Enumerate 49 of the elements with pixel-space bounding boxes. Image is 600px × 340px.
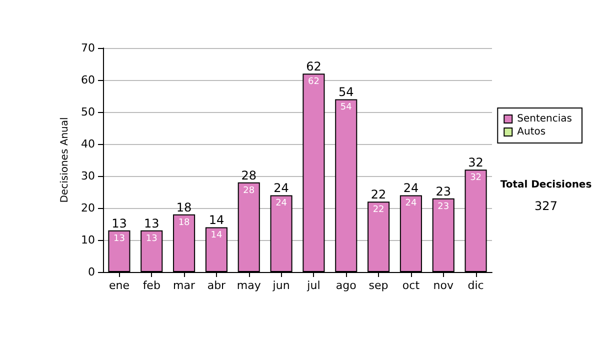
x-tick-label: abr xyxy=(207,279,226,292)
total-label: 22 xyxy=(370,188,386,202)
total-label: 14 xyxy=(208,213,224,228)
total-label: 23 xyxy=(436,184,452,198)
total-label: 32 xyxy=(468,156,484,170)
y-tick-label: 30 xyxy=(81,170,95,182)
data-label: 13 xyxy=(113,234,125,244)
text: 327 xyxy=(534,199,558,213)
data-label: 14 xyxy=(210,230,222,241)
y-tick-label: 40 xyxy=(81,138,95,150)
total-label: 62 xyxy=(306,60,322,74)
x-tick-label: jun xyxy=(272,279,290,292)
total-label: 54 xyxy=(338,85,354,100)
total-label: 24 xyxy=(403,181,419,196)
total-label: 28 xyxy=(241,168,257,182)
total-label: 13 xyxy=(144,216,160,230)
data-label: 23 xyxy=(438,202,450,212)
total-label: 18 xyxy=(176,200,192,214)
x-tick-label: ene xyxy=(108,279,130,292)
total-label: 24 xyxy=(274,181,289,196)
text: Total Decisiones xyxy=(500,180,592,190)
data-label: 22 xyxy=(372,205,384,216)
data-label: 28 xyxy=(243,186,255,196)
x-tick-label: oct xyxy=(402,279,420,292)
data-label: 54 xyxy=(340,102,352,113)
data-label: 18 xyxy=(178,218,190,228)
data-label: 62 xyxy=(308,77,320,88)
x-tick-label: mar xyxy=(173,279,196,292)
data-label: 32 xyxy=(470,173,482,184)
y-tick-label: 0 xyxy=(88,266,95,278)
x-tick-label: sep xyxy=(368,279,388,292)
data-label: 13 xyxy=(146,234,158,244)
x-tick-label: ago xyxy=(336,279,357,292)
total-label: 13 xyxy=(112,216,127,230)
y-axis-title: Decisiones Anual xyxy=(60,117,71,203)
x-tick-label: nov xyxy=(433,279,454,292)
x-tick-label: dic xyxy=(468,279,484,292)
y-tick-label: 20 xyxy=(81,202,95,214)
y-tick-label: 50 xyxy=(81,106,95,118)
data-label: 24 xyxy=(276,198,288,209)
legend-label: Autos xyxy=(517,126,546,138)
y-tick-label: 60 xyxy=(81,74,95,86)
x-tick-label: may xyxy=(236,279,262,292)
x-tick-label: jul xyxy=(306,279,320,292)
y-tick-label: 70 xyxy=(81,42,95,54)
x-tick-label: feb xyxy=(142,279,160,292)
y-tick-label: 10 xyxy=(81,234,95,246)
data-label: 24 xyxy=(405,198,417,209)
legend-label: Sentencias xyxy=(517,114,572,124)
